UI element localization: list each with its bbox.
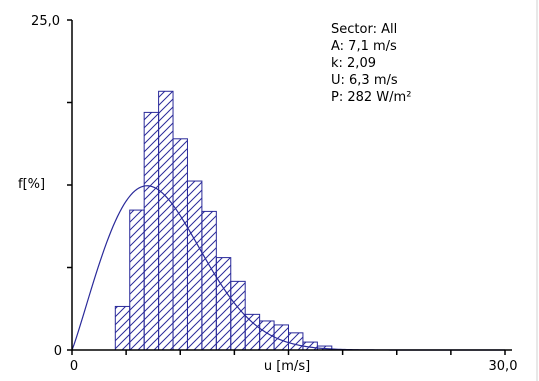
- info-k-parameter: k: 2,09: [331, 56, 376, 71]
- histogram-bar-0: [114, 305, 131, 351]
- y-axis-label: f[%]: [18, 177, 45, 192]
- histogram-bar-9: [244, 313, 261, 351]
- histogram-bar-8: [230, 280, 246, 351]
- info-sector: Sector: All: [331, 22, 397, 37]
- histogram-bar-2: [143, 111, 160, 351]
- info-mean-speed: U: 6,3 m/s: [331, 73, 398, 88]
- histogram-bar-4: [172, 138, 188, 351]
- y-axis-ticks: [67, 19, 72, 351]
- histogram-bar-3: [158, 90, 174, 351]
- x-tick-label-start: 0: [70, 359, 78, 374]
- histogram-bar-5: [186, 180, 203, 351]
- x-axis-label: u [m/s]: [264, 359, 310, 374]
- x-axis-ticks: [71, 350, 506, 355]
- histogram-bars: [114, 90, 333, 351]
- histogram-bar-6: [201, 210, 217, 351]
- info-a-parameter: A: 7,1 m/s: [331, 39, 397, 54]
- info-box: Sector: All A: 7,1 m/s k: 2,09 U: 6,3 m/…: [331, 22, 411, 105]
- info-power-density: P: 282 W/m²: [331, 90, 411, 105]
- histogram-bar-12: [288, 332, 304, 351]
- y-tick-label-top: 25,0: [31, 14, 60, 29]
- histogram-bar-7: [215, 257, 232, 351]
- histogram-bar-1: [129, 209, 145, 351]
- x-tick-label-end: 30,0: [489, 359, 518, 374]
- y-tick-label-bottom: 0: [54, 344, 62, 359]
